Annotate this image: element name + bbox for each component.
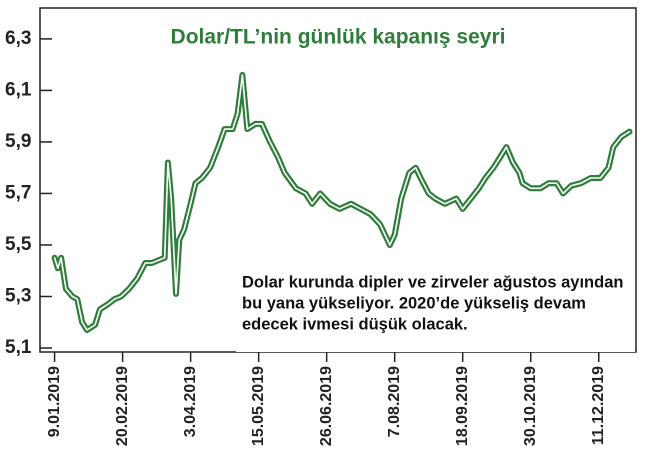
x-tick-label: 20.02.2019 bbox=[114, 366, 131, 446]
y-tick-label: 6,1 bbox=[5, 79, 32, 100]
x-tick-label: 7.08.2019 bbox=[386, 366, 403, 437]
annotation: bu yana yükseliyor. 2020’de yükseliş dev… bbox=[242, 294, 586, 312]
x-tick-label: 11.12.2019 bbox=[590, 366, 607, 445]
x-tick-label: 15.05.2019 bbox=[250, 366, 267, 446]
annotation-box bbox=[236, 266, 635, 352]
annotation: edecek ivmesi düşük olacak. bbox=[242, 315, 468, 333]
x-tick-label: 18.09.2019 bbox=[454, 366, 471, 446]
y-tick-label: 5,1 bbox=[5, 337, 32, 358]
chart-title: Dolar/TL’nin günlük kapanış seyri bbox=[171, 26, 506, 49]
annotation: Dolar kurunda dipler ve zirveler ağustos… bbox=[242, 273, 623, 291]
y-tick-label: 6,3 bbox=[5, 28, 31, 49]
y-tick-label: 5,5 bbox=[5, 234, 32, 255]
y-tick-label: 5,7 bbox=[5, 182, 31, 203]
y-tick-label: 5,9 bbox=[5, 131, 31, 152]
y-tick-label: 5,3 bbox=[5, 286, 31, 307]
x-tick-label: 26.06.2019 bbox=[318, 366, 335, 446]
x-tick-label: 3.04.2019 bbox=[182, 366, 199, 437]
x-tick-label: 30.10.2019 bbox=[522, 366, 539, 446]
x-tick-label: 9.01.2019 bbox=[46, 366, 63, 437]
line-highlight bbox=[53, 74, 631, 331]
